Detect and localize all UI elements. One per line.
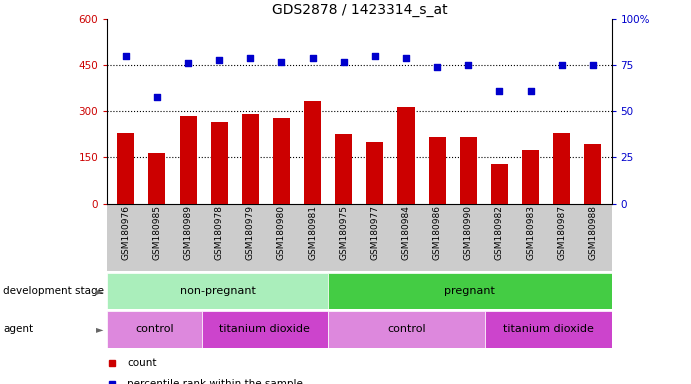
Text: titanium dioxide: titanium dioxide xyxy=(219,324,310,334)
Bar xyxy=(485,311,612,348)
Bar xyxy=(107,311,202,348)
Title: GDS2878 / 1423314_s_at: GDS2878 / 1423314_s_at xyxy=(272,3,447,17)
Bar xyxy=(242,114,259,204)
Text: non-pregnant: non-pregnant xyxy=(180,286,256,296)
Bar xyxy=(585,144,601,204)
Text: titanium dioxide: titanium dioxide xyxy=(503,324,594,334)
Bar xyxy=(460,137,477,204)
Bar xyxy=(273,118,290,204)
Bar xyxy=(522,150,539,204)
Point xyxy=(214,57,225,63)
Point xyxy=(587,62,598,68)
Text: percentile rank within the sample: percentile rank within the sample xyxy=(127,379,303,384)
Bar xyxy=(397,107,415,204)
Point xyxy=(494,88,505,94)
Text: agent: agent xyxy=(3,324,34,334)
Point xyxy=(556,62,567,68)
Text: control: control xyxy=(135,324,173,334)
Bar xyxy=(107,273,328,309)
Bar xyxy=(366,142,384,204)
Point xyxy=(370,53,381,59)
Point xyxy=(276,58,287,65)
Bar xyxy=(149,153,165,204)
Point xyxy=(338,58,349,65)
Bar xyxy=(335,134,352,204)
Text: ►: ► xyxy=(96,286,104,296)
Bar xyxy=(428,137,446,204)
Text: ►: ► xyxy=(96,324,104,334)
Point xyxy=(245,55,256,61)
Text: development stage: development stage xyxy=(3,286,104,296)
Text: pregnant: pregnant xyxy=(444,286,495,296)
Bar xyxy=(180,116,197,204)
Bar xyxy=(553,133,570,204)
Bar xyxy=(202,311,328,348)
Text: control: control xyxy=(387,324,426,334)
Point xyxy=(307,55,318,61)
Point xyxy=(463,62,474,68)
Text: count: count xyxy=(127,358,157,368)
Bar xyxy=(117,133,134,204)
Bar xyxy=(328,311,485,348)
Bar xyxy=(211,122,228,204)
Point xyxy=(432,64,443,70)
Point xyxy=(182,60,193,66)
Point xyxy=(401,55,412,61)
Bar xyxy=(304,101,321,204)
Point xyxy=(151,94,162,100)
Point xyxy=(120,53,131,59)
Bar xyxy=(328,273,612,309)
Point xyxy=(525,88,536,94)
Bar xyxy=(491,164,508,204)
